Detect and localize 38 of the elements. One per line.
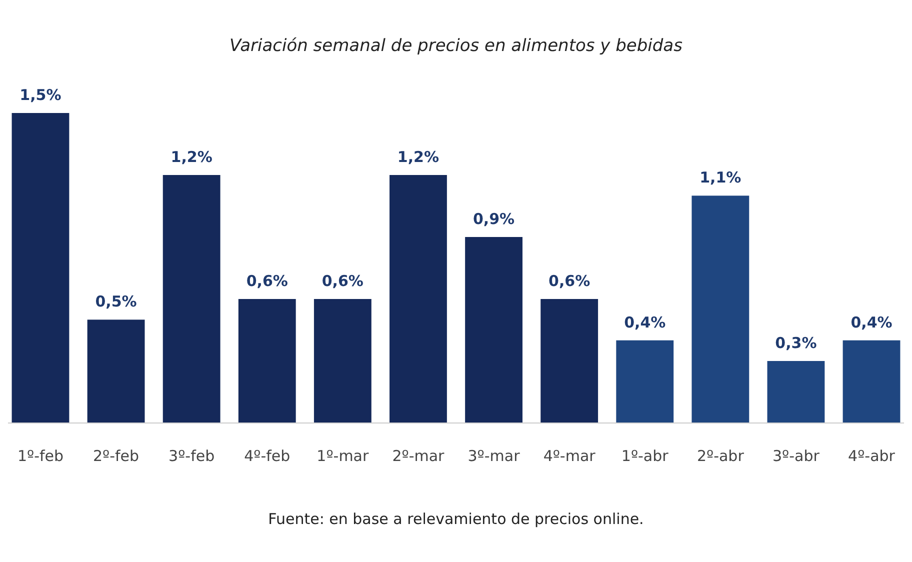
x-tick-label: 1º-feb xyxy=(17,447,64,465)
data-label: 0,4% xyxy=(850,313,892,332)
bar xyxy=(616,340,674,423)
x-tick-label: 3º-mar xyxy=(468,447,521,465)
data-label: 0,6% xyxy=(246,272,288,290)
data-label: 0,6% xyxy=(548,272,590,290)
data-label: 1,2% xyxy=(397,148,440,166)
bar xyxy=(314,299,372,423)
x-tick-label: 1º-mar xyxy=(316,447,370,465)
bar xyxy=(692,196,750,423)
x-tick-label: 2º-mar xyxy=(392,447,446,465)
x-tick-label: 4º-abr xyxy=(848,447,896,465)
data-label: 1,2% xyxy=(170,148,212,166)
bar xyxy=(390,175,447,423)
bar xyxy=(162,175,220,423)
bar xyxy=(87,320,145,423)
bar xyxy=(767,361,825,423)
data-label: 1,5% xyxy=(20,86,62,104)
bar xyxy=(238,299,296,423)
x-tick-label: 3º-abr xyxy=(772,447,820,465)
data-label: 0,3% xyxy=(775,334,817,352)
x-tick-label: 2º-feb xyxy=(93,447,140,465)
x-tick-label: 2º-abr xyxy=(696,447,745,465)
bar xyxy=(842,340,900,423)
source-note: Fuente: en base a relevamiento de precios online. xyxy=(268,510,644,528)
bar xyxy=(465,237,522,423)
data-label: 0,9% xyxy=(472,210,515,228)
x-tick-label: 4º-mar xyxy=(543,447,596,465)
data-label: 0,4% xyxy=(624,313,666,332)
data-label: 0,6% xyxy=(322,272,364,290)
data-label: 1,1% xyxy=(700,168,742,187)
x-tick-label: 1º-abr xyxy=(621,447,670,465)
x-tick-label: 4º-feb xyxy=(244,447,290,465)
chart-title: Variación semanal de precios en alimentos y bebidas xyxy=(230,36,683,56)
bar xyxy=(12,113,70,423)
data-label: 0,5% xyxy=(95,292,137,311)
x-tick-label: 3º-feb xyxy=(168,447,215,465)
bar xyxy=(540,299,598,423)
